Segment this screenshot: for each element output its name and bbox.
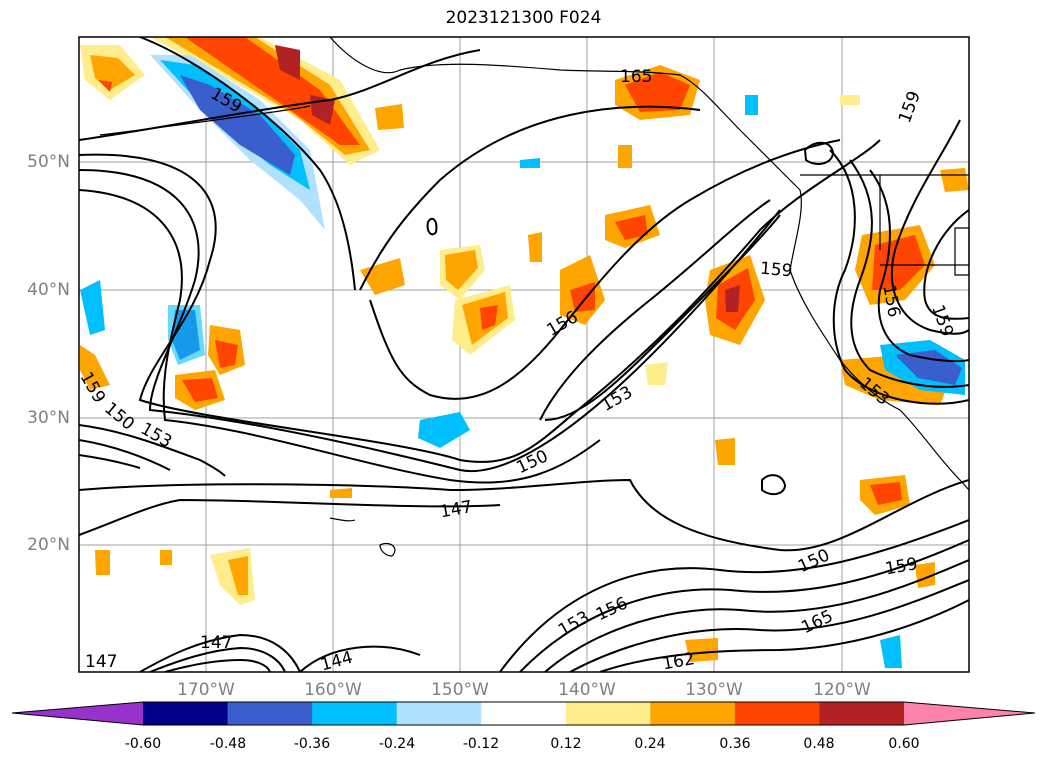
contour-label: 147 [85,652,117,672]
colorbar-tick: -0.48 [209,736,247,752]
colorbar-tick: 0.60 [888,736,920,752]
colorbar-tick: -0.24 [378,736,416,752]
lat-label-40n: 40°N [27,280,70,300]
colorbar-segment [734,702,820,725]
lat-label-50n: 50°N [27,152,70,172]
colorbar-segment [650,702,736,725]
colorbar-segment [396,702,482,725]
lon-label-150w: 150°W [431,680,489,700]
colorbar-extension-low [12,702,143,725]
height-contours [79,37,969,672]
colorbar-extension-high [904,702,1035,725]
map-border [78,36,970,673]
map-title: 2023121300 F024 [445,8,602,28]
coastlines [99,37,969,557]
colorbar-segment [481,702,567,725]
colorbar-tick: -0.60 [124,736,162,752]
lon-label-140w: 140°W [558,680,616,700]
colorbar-segment [227,702,313,725]
shaded-anomalies [80,37,969,668]
contour-label: 159 [759,259,793,282]
colorbar-tick: -0.36 [293,736,331,752]
colorbar-tick: 0.36 [719,736,751,752]
colorbar-segment [143,702,229,725]
colorbar-tick: -0.12 [462,736,500,752]
lon-label-120w: 120°W [813,680,871,700]
colorbar [11,701,1036,726]
colorbar-tick: 0.12 [550,736,582,752]
contour-label: 147 [200,633,232,653]
colorbar-segment [819,702,905,725]
lat-label-20n: 20°N [27,535,70,555]
colorbar-tick: 0.48 [803,736,835,752]
lon-label-170w: 170°W [177,680,235,700]
colorbar-segment [312,702,398,725]
colorbar-segment [565,702,651,725]
weather-map: 147 147 150 150 153 153 153 156 156 156 … [76,36,970,675]
lat-label-30n: 30°N [27,408,70,428]
lon-label-130w: 130°W [685,680,743,700]
contour-label: 165 [620,67,652,87]
colorbar-tick: 0.24 [634,736,666,752]
lon-label-160w: 160°W [304,680,362,700]
